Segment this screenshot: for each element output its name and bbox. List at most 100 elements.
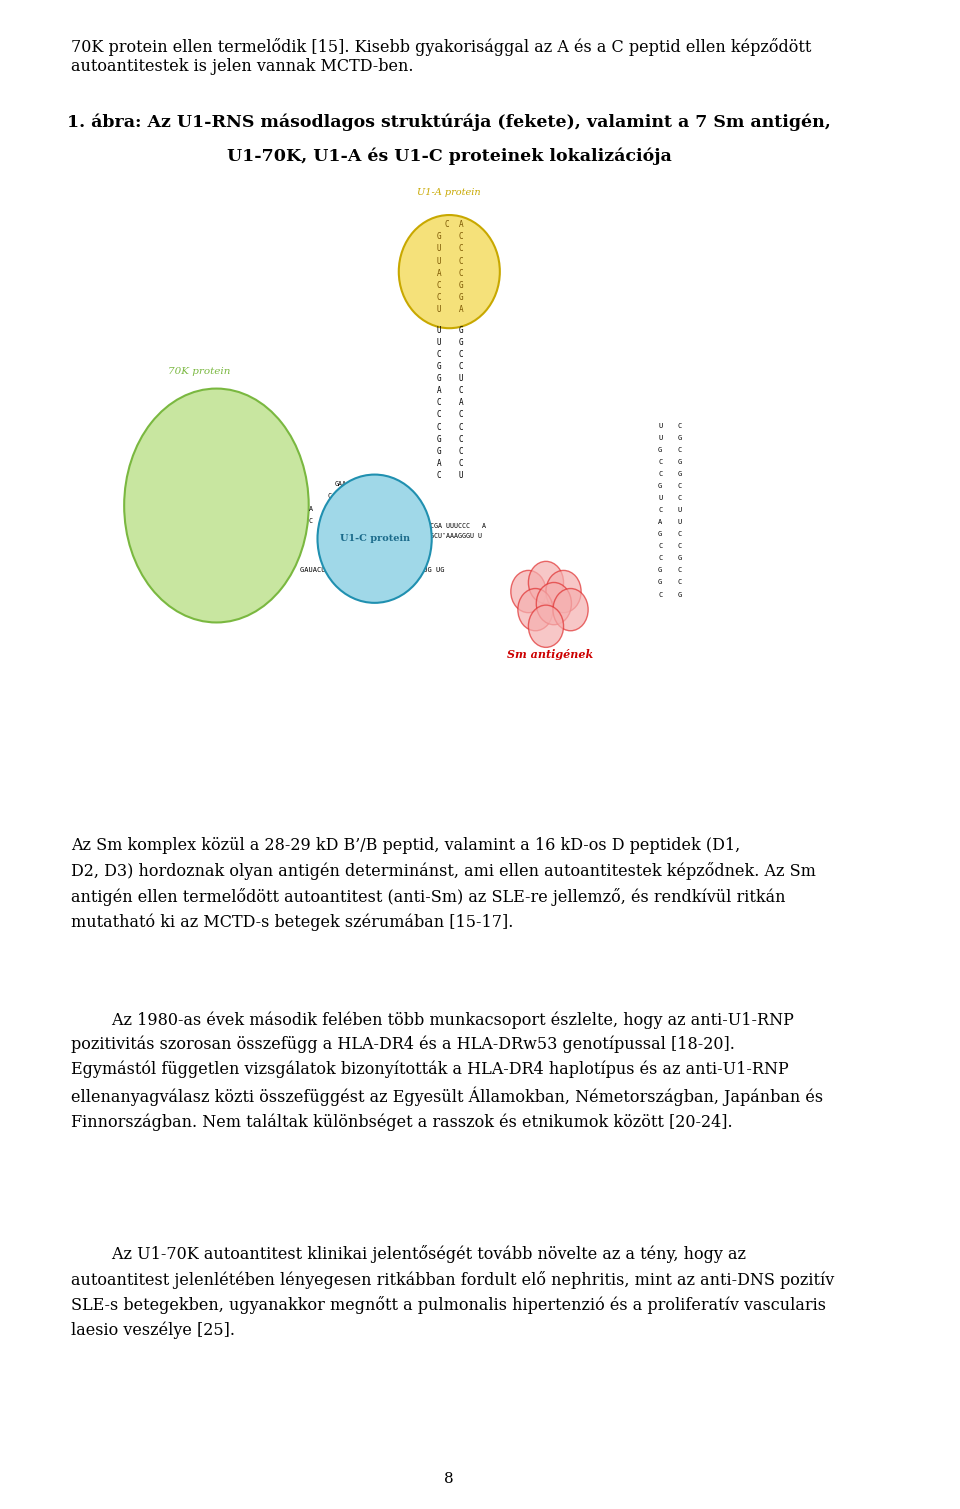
Text: G: G [658,531,662,537]
Text: GAA: GAA [335,481,348,487]
Text: C: C [459,435,463,444]
Text: C: C [459,423,463,432]
Text: C: C [658,507,662,513]
Text: C: C [459,269,463,278]
Text: U: U [437,257,441,266]
Text: G: G [459,293,463,302]
Ellipse shape [528,605,564,647]
Text: G: G [678,592,682,598]
Text: G: G [459,338,463,347]
Text: C: C [437,410,441,420]
Text: U: U [678,519,682,525]
Ellipse shape [511,570,546,613]
Text: C: C [678,579,682,585]
Text: A: A [437,459,441,468]
Ellipse shape [124,388,309,622]
Text: G: G [658,579,662,585]
Text: C: C [444,220,449,229]
Text: C: C [678,567,682,573]
Text: C: C [678,483,682,489]
Ellipse shape [546,570,581,613]
Text: G: G [459,281,463,290]
Ellipse shape [318,474,432,602]
Ellipse shape [528,561,564,604]
Text: G: G [678,435,682,441]
Text: G: G [437,374,441,383]
Text: A: A [658,519,662,525]
Text: U: U [437,338,441,347]
Ellipse shape [553,589,588,631]
Text: G: G [678,459,682,465]
Text: C: C [678,543,682,549]
Text: C: C [678,495,682,501]
Text: U: U [437,305,441,314]
Text: C: C [437,423,441,432]
Text: C: C [658,459,662,465]
Text: G: G [437,232,441,241]
Text: C: C [658,543,662,549]
Text: A: A [459,305,463,314]
Text: U1-C protein: U1-C protein [340,534,410,543]
Text: C: C [658,555,662,561]
Ellipse shape [537,582,571,625]
Text: U: U [459,471,463,480]
Text: A: A [459,220,463,229]
Text: C    G: C G [328,493,352,499]
Text: C: C [459,350,463,359]
Text: G: G [437,362,441,371]
Text: 1. ábra: Az U1-RNS másodlagos struktúrája (fekete), valamint a 7 Sm antigén,: 1. ábra: Az U1-RNS másodlagos struktúráj… [67,113,831,131]
Text: G: G [437,435,441,444]
Text: 8: 8 [444,1473,454,1486]
Text: U: U [658,423,662,429]
Text: UA G: UA G [320,530,335,536]
Text: U: U [459,374,463,383]
Text: Sm antigének: Sm antigének [507,649,593,659]
Text: C: C [459,362,463,371]
Text: G: G [459,326,463,335]
Text: U: U [658,435,662,441]
Text: C: C [459,459,463,468]
Text: C: C [459,447,463,456]
Text: C: C [437,281,441,290]
Text: C: C [437,350,441,359]
Text: C: C [459,386,463,395]
Text: C: C [437,471,441,480]
Text: G: G [678,471,682,477]
Text: A: A [437,269,441,278]
Text: U1-70K, U1-A és U1-C proteinek lokalizációja: U1-70K, U1-A és U1-C proteinek lokalizác… [227,148,672,166]
Text: U: U [437,244,441,254]
Text: C: C [459,244,463,254]
Text: 70K protein ellen termelődik [15]. Kisebb gyakorisággal az A és a C peptid ellen: 70K protein ellen termelődik [15]. Kiseb… [71,38,812,75]
Text: A      GUCCU UUUCC: A GUCCU UUUCC [309,506,381,512]
Text: Az Sm komplex közül a 28-29 kD B’/B peptid, valamint a 16 kD-os D peptidek (D1,
: Az Sm komplex közül a 28-29 kD B’/B pept… [71,837,816,931]
Text: GAUACUUACCUGG CAUAAᵤUGUG GUAGUG UG: GAUACUUACCUGG CAUAAᵤUGUG GUAGUG UG [300,567,444,573]
Text: C: C [459,410,463,420]
Text: G: G [678,555,682,561]
Text: Az U1-70K autoantitest klinikai jelentőségét tovább növelte az a tény, hogy az
a: Az U1-70K autoantitest klinikai jelentős… [71,1245,834,1340]
Text: C: C [658,471,662,477]
Text: U: U [678,507,682,513]
Text: G: G [658,447,662,453]
Ellipse shape [398,214,500,329]
Text: A: A [459,398,463,407]
Text: G: G [658,483,662,489]
Text: C: C [678,447,682,453]
Text: C: C [678,531,682,537]
Ellipse shape [517,589,553,631]
Text: G: G [658,567,662,573]
Text: C   U ACCAᵤAGAGG: C U ACCAᵤAGAGG [309,518,372,524]
Text: C: C [459,257,463,266]
Text: Az 1980-as évek második felében több munkacsoport észlelte, hogy az anti-U1-RNP
: Az 1980-as évek második felében több mun… [71,1011,824,1132]
Text: U1-A protein: U1-A protein [418,189,481,198]
Text: C: C [678,423,682,429]
Text: U: U [658,495,662,501]
Text: A: A [437,386,441,395]
Text: C: C [658,592,662,598]
Text: C: C [437,398,441,407]
Text: G: G [437,447,441,456]
Text: 70K protein: 70K protein [168,368,230,376]
Text: CGA UUUCCC   A
GCUᵔAAAGGGU U: CGA UUUCCC A GCUᵔAAAGGGU U [430,524,486,539]
Text: C: C [437,293,441,302]
Text: C: C [459,232,463,241]
Text: U: U [437,326,441,335]
